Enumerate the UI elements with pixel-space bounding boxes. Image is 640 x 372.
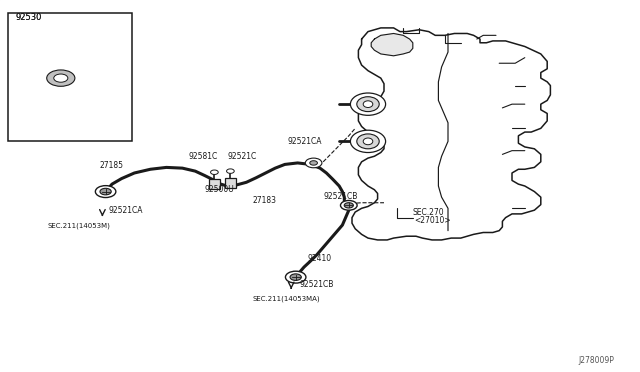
Circle shape (344, 203, 353, 208)
Text: <27010>: <27010> (415, 216, 451, 225)
Circle shape (285, 271, 306, 283)
Polygon shape (352, 28, 550, 240)
Text: SEC.211(14053MA): SEC.211(14053MA) (253, 295, 321, 302)
Ellipse shape (364, 101, 372, 108)
Text: 27183: 27183 (253, 196, 277, 205)
Bar (209, 179, 220, 189)
Circle shape (54, 74, 68, 82)
Text: 92500U: 92500U (205, 185, 234, 194)
Circle shape (100, 188, 111, 195)
Text: 92521CB: 92521CB (300, 280, 334, 289)
Circle shape (47, 70, 75, 86)
Text: 92530: 92530 (16, 13, 42, 22)
Text: 92521CA: 92521CA (109, 206, 143, 215)
Bar (225, 178, 236, 188)
Text: 92530: 92530 (16, 13, 42, 22)
Circle shape (227, 169, 234, 173)
Circle shape (340, 201, 357, 210)
Ellipse shape (351, 93, 385, 115)
FancyBboxPatch shape (8, 13, 132, 141)
Text: SEC.211(14053M): SEC.211(14053M) (48, 222, 111, 229)
Text: 92581C: 92581C (189, 153, 218, 161)
Ellipse shape (351, 130, 385, 153)
Text: 27185: 27185 (99, 161, 123, 170)
Text: J278009P: J278009P (579, 356, 614, 365)
Ellipse shape (364, 138, 372, 145)
Ellipse shape (357, 97, 380, 112)
Circle shape (211, 170, 218, 174)
Text: 92410: 92410 (307, 254, 332, 263)
Text: SEC.270: SEC.270 (413, 208, 444, 217)
Circle shape (305, 158, 322, 168)
Ellipse shape (357, 134, 380, 149)
Circle shape (95, 186, 116, 198)
Circle shape (310, 161, 317, 165)
Text: 92521C: 92521C (227, 153, 257, 161)
Circle shape (290, 274, 301, 280)
Text: 92521CA: 92521CA (288, 137, 323, 146)
Polygon shape (371, 33, 413, 56)
Polygon shape (26, 65, 93, 89)
Text: 92521CB: 92521CB (323, 192, 358, 201)
